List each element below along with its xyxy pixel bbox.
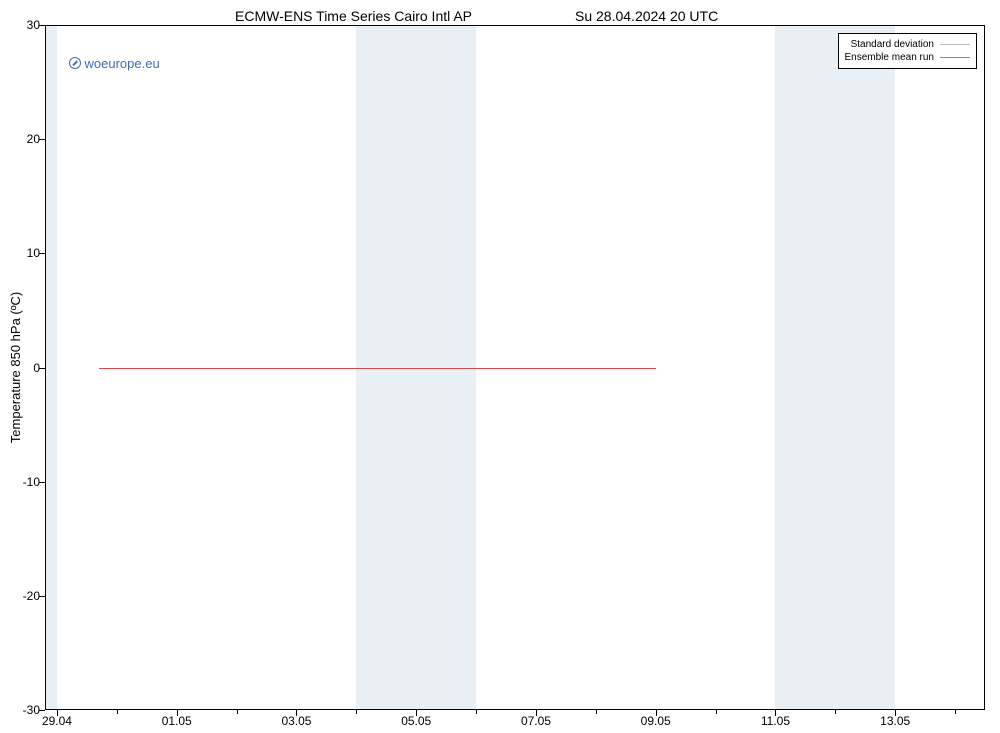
- y-tick-label: 30: [5, 18, 40, 32]
- y-tick-mark: [39, 368, 45, 369]
- y-tick-label: 20: [5, 132, 40, 146]
- legend: Standard deviation Ensemble mean run: [838, 33, 978, 69]
- x-tick-minor: [356, 710, 357, 714]
- x-tick-mark: [536, 710, 537, 716]
- chart-title-left: ECMW-ENS Time Series Cairo Intl AP: [235, 8, 472, 24]
- chart-container: woeurope.eu Standard deviation Ensemble …: [45, 25, 985, 710]
- chart-title-right: Su 28.04.2024 20 UTC: [575, 8, 718, 24]
- x-tick-mark: [416, 710, 417, 716]
- y-tick-label: -30: [5, 703, 40, 717]
- y-tick-mark: [39, 710, 45, 711]
- y-tick-mark: [39, 25, 45, 26]
- x-tick-minor: [237, 710, 238, 714]
- x-tick-label: 03.05: [281, 714, 311, 728]
- x-tick-label: 13.05: [880, 714, 910, 728]
- x-tick-label: 29.04: [42, 714, 72, 728]
- x-tick-mark: [177, 710, 178, 716]
- legend-row-0: Standard deviation: [845, 38, 971, 51]
- globe-icon: [69, 57, 81, 69]
- y-tick-mark: [39, 139, 45, 140]
- y-tick-mark: [39, 596, 45, 597]
- y-tick-mark: [39, 482, 45, 483]
- plot-area: woeurope.eu Standard deviation Ensemble …: [45, 25, 985, 710]
- legend-label-1: Ensemble mean run: [845, 52, 935, 63]
- x-tick-minor: [835, 710, 836, 714]
- x-tick-minor: [117, 710, 118, 714]
- y-tick-label: -20: [5, 589, 40, 603]
- series-ensemble_mean_run: [99, 368, 656, 369]
- x-tick-minor: [476, 710, 477, 714]
- y-tick-mark: [39, 253, 45, 254]
- x-tick-label: 05.05: [401, 714, 431, 728]
- y-tick-label: -10: [5, 475, 40, 489]
- x-tick-label: 09.05: [641, 714, 671, 728]
- x-tick-mark: [656, 710, 657, 716]
- x-tick-minor: [596, 710, 597, 714]
- x-tick-mark: [775, 710, 776, 716]
- watermark: woeurope.eu: [69, 56, 160, 71]
- legend-label-0: Standard deviation: [851, 39, 934, 50]
- x-tick-mark: [296, 710, 297, 716]
- legend-swatch-1: [940, 57, 970, 58]
- y-axis-title: Temperature 850 hPa (ºC): [8, 292, 23, 443]
- y-tick-label: 10: [5, 246, 40, 260]
- legend-swatch-0: [940, 44, 970, 45]
- x-tick-label: 07.05: [521, 714, 551, 728]
- legend-row-1: Ensemble mean run: [845, 51, 971, 64]
- x-tick-minor: [716, 710, 717, 714]
- watermark-text: woeurope.eu: [85, 56, 160, 71]
- x-tick-label: 01.05: [162, 714, 192, 728]
- x-tick-minor: [955, 710, 956, 714]
- x-tick-mark: [57, 710, 58, 716]
- x-tick-mark: [895, 710, 896, 716]
- x-tick-label: 11.05: [761, 714, 790, 728]
